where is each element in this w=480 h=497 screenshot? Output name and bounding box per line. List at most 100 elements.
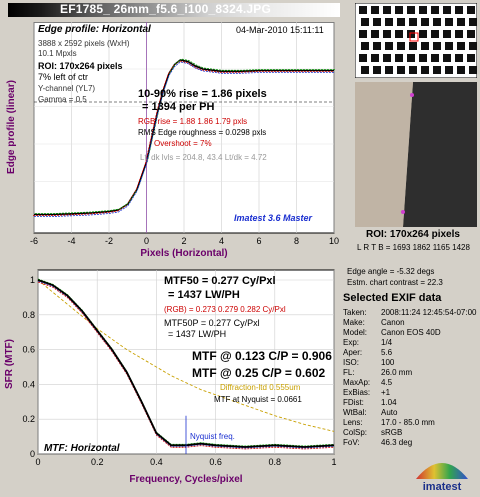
thumb-square [457,66,465,74]
exif-row: FL: 26.0 mm [343,368,478,378]
thumb-square [409,66,417,74]
edge-xtick-label: 8 [294,236,299,246]
exif-key: FL: [343,368,355,377]
mtf-xlabel: Frequency, Cycles/pixel [129,474,242,485]
exif-value: 4.5 [381,378,393,387]
thumb-square [443,6,451,14]
imatest-logo: imatest [416,463,468,493]
mtf-curve-luminance [37,279,335,448]
thumb-square [397,66,405,74]
mtf-xtick-label: 1 [331,457,336,467]
exif-value: 2008:11:24 12:45:54-07:00 [381,308,477,317]
thumb-square [431,6,439,14]
roi-image [355,82,477,227]
thumb-square [469,66,477,74]
thumb-square [409,42,417,50]
thumb-square [371,54,379,62]
thumb-square [373,42,381,50]
exif-value: 100 [381,358,395,367]
mtf-xtick-label: 0.4 [150,457,163,467]
overshoot: Overshoot = 7% [154,139,212,148]
mtf-ylabel: SFR (MTF) [4,339,15,389]
thumb-square [445,66,453,74]
mtf50-rgb: (RGB) = 0.273 0.279 0.282 Cy/Pxl [164,305,286,314]
thumb-square [385,18,393,26]
exif-row: FDist: 1.04 [343,398,478,408]
thumb-square [419,6,427,14]
mpxls: 10.1 Mpxls [38,49,77,58]
edge-xlabel: Pixels (Horizontal) [140,248,227,259]
mtf-at-cp1: MTF @ 0.123 C/P = 0.906 [192,349,332,363]
thumb-square [421,42,429,50]
diffraction-limit-curve [37,279,335,432]
thumb-square [433,18,441,26]
thumb-square [383,30,391,38]
mtf-ytick-label: 0 [30,449,35,459]
exif-row: Aper: 5.6 [343,348,478,358]
exif-key: Exp: [343,338,360,347]
edge-xtick-label: 4 [219,236,224,246]
thumb-square [431,30,439,38]
thumb-square [457,42,465,50]
edge-curve-blue [34,61,334,217]
roi-location: 7% left of ctr [38,72,89,82]
thumb-square [385,66,393,74]
thumb-square [383,54,391,62]
exif-key: Model: [343,328,368,337]
rise-line-2: = 1394 per PH [142,101,215,113]
exif-row: Lens: 17.0 - 85.0 mm [343,418,478,428]
exif-value: 17.0 - 85.0 mm [381,418,435,427]
gray-gradient-bar [8,3,340,17]
thumb-square [373,18,381,26]
gamma: Gamma = 0.5 [38,95,87,104]
exif-value: 1.04 [381,398,397,407]
mtf-xtick-label: 0.2 [91,457,104,467]
thumb-square [455,30,463,38]
nyquist-mtf: MTF at Nyquist = 0.0661 [214,395,302,404]
exif-row: Taken: 2008:11:24 12:45:54-07:00 [343,308,478,318]
mtf-ytick-label: 0.2 [22,414,35,424]
rgb-rise: RGB rise = 1.88 1.86 1.79 pxls [138,117,248,126]
mtf-ytick-label: 0.4 [22,379,35,389]
exif-key: ISO: [343,358,360,367]
mtf-ytick-label: 0.8 [22,310,35,320]
title-bar: EF1785_ 26mm_f5.6_i100_8324.JPG [0,0,480,20]
thumb-square [445,42,453,50]
thumb-square [455,6,463,14]
thumb-square [467,54,475,62]
exif-row: Model: Canon EOS 40D [343,328,478,338]
thumb-square [421,66,429,74]
thumb-square [421,18,429,26]
exif-row: ColSp: sRGB [343,428,478,438]
imatest-version: Imatest 3.6 Master [234,213,313,223]
mtf50p-line-2: = 1437 LW/PH [168,329,227,339]
nyquist-label: Nyquist freq. [190,432,235,441]
thumb-square [361,66,369,74]
exif-value: 26.0 mm [381,368,413,377]
thumb-square [373,66,381,74]
rise-line-1: 10-90% rise = 1.86 pixels [138,88,267,100]
thumb-square [371,30,379,38]
edge-xtick-label: -2 [105,236,113,246]
thumb-square [469,18,477,26]
thumb-square [409,18,417,26]
mtf50p-line-1: MTF50P = 0.277 Cy/Pxl [164,318,260,328]
edge-xtick-label: -6 [30,236,38,246]
channel: Y-channel (YL7) [38,84,96,93]
mtf50-line-1: MTF50 = 0.277 Cy/Pxl [164,275,276,287]
mtf-xtick-label: 0.6 [209,457,222,467]
exif-row: ExBias: +1 [343,388,478,398]
exif-key: ExBias: [343,388,371,397]
thumb-square [371,6,379,14]
thumb-square [395,6,403,14]
exif-row: ISO: 100 [343,358,478,368]
logo-text: imatest [423,481,462,493]
exif-key: Aper: [343,348,363,357]
thumb-square [361,18,369,26]
thumb-square [361,42,369,50]
edge-profile-chart: -6 -4 -2 0 2 4 6 8 10 Edge profile (linear) Pixe… [0,22,342,267]
mtf50-line-2: = 1437 LW/PH [168,289,240,301]
thumb-square [397,42,405,50]
roi-marker [409,32,419,42]
exif-key: MaxAp: [343,378,371,387]
